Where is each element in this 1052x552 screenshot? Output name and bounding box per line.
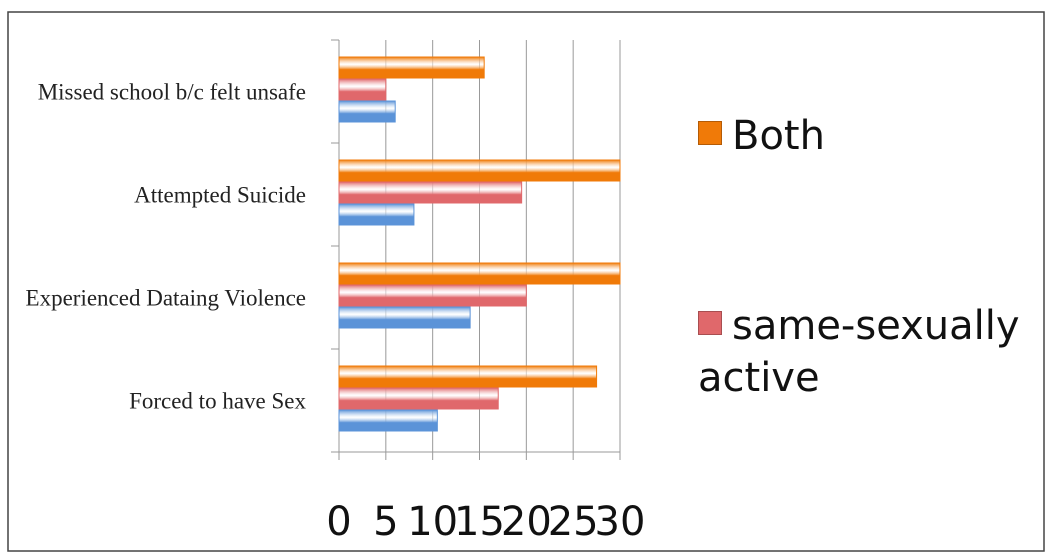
bar (338, 203, 415, 226)
bar (338, 159, 621, 182)
x-tick-label: 20 (501, 499, 552, 545)
y-tick-label: Forced to have Sex (129, 389, 306, 414)
y-tick-label: Missed school b/c felt unsafe (38, 80, 306, 105)
x-tick-label: 30 (595, 499, 646, 545)
bar (338, 387, 499, 410)
bar (338, 181, 523, 204)
legend-label: same-sexually active (698, 303, 1020, 401)
bar (338, 284, 527, 307)
bar (338, 306, 471, 329)
x-tick-label: 25 (548, 499, 599, 545)
x-tick-label: 10 (407, 499, 458, 545)
legend-label: Both (732, 113, 825, 159)
bar (338, 365, 598, 388)
bar (338, 262, 621, 285)
y-tick-label: Attempted Suicide (134, 183, 306, 208)
legend-item: same-sexually active (698, 300, 1028, 404)
legend-swatch (698, 311, 722, 335)
x-tick-label: 5 (373, 499, 398, 545)
x-tick-label: 0 (326, 499, 351, 545)
bar (338, 409, 438, 432)
legend-item: Both (698, 110, 1028, 162)
x-tick-label: 15 (454, 499, 505, 545)
legend-swatch (698, 121, 722, 145)
bar (338, 100, 396, 123)
bar (338, 78, 387, 101)
chart-border (7, 11, 1045, 552)
y-tick-label: Experienced Dataing Violence (26, 286, 306, 311)
bar (338, 56, 485, 79)
